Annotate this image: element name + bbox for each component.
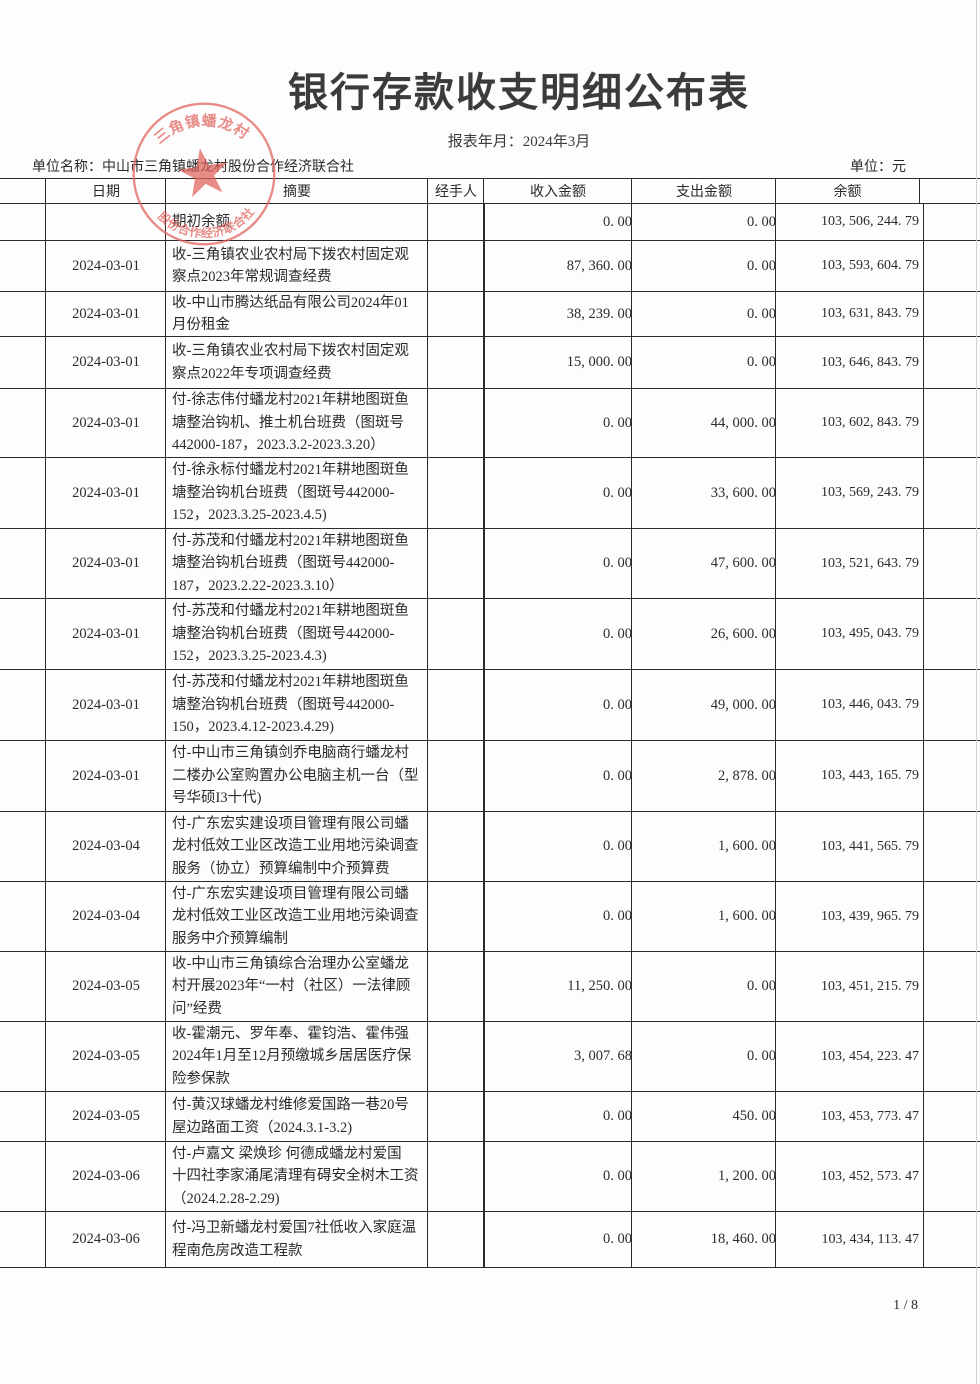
svg-text:股份合作经济联合社: 股份合作经济联合社 — [155, 204, 259, 243]
